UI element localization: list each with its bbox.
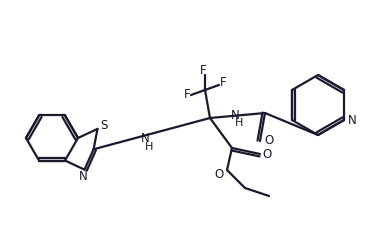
Text: O: O [264,134,274,147]
Text: S: S [100,119,107,132]
Text: F: F [184,88,190,101]
Text: F: F [200,63,206,76]
Text: N: N [140,132,149,145]
Text: N: N [348,114,356,126]
Text: N: N [231,109,240,122]
Text: F: F [220,76,226,88]
Text: H: H [235,118,244,128]
Text: O: O [262,147,272,161]
Text: O: O [214,167,223,180]
Text: N: N [79,170,88,183]
Text: H: H [145,142,153,152]
